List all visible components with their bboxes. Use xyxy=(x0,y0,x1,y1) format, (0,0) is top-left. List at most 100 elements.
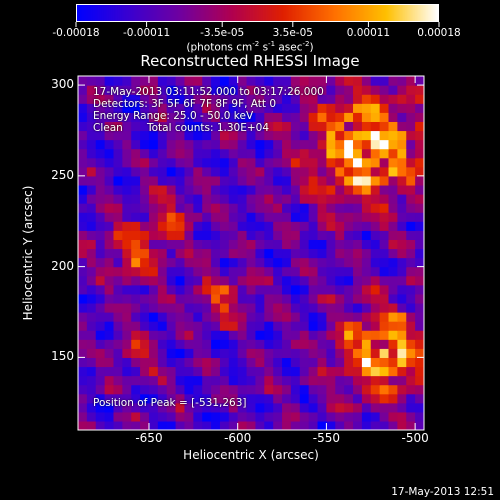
heatmap-cell xyxy=(228,175,239,186)
heatmap-cell xyxy=(113,94,123,104)
heatmap-cell xyxy=(406,112,416,122)
heatmap-cell xyxy=(255,239,265,250)
heatmap-cell xyxy=(237,194,248,204)
heatmap-cell xyxy=(353,312,363,322)
heatmap-cell xyxy=(317,221,328,231)
heatmap-cell xyxy=(397,148,407,159)
heatmap-cell xyxy=(211,375,221,386)
heatmap-cell xyxy=(273,194,283,204)
heatmap-cell xyxy=(237,275,248,286)
heatmap-cell xyxy=(379,357,390,368)
heatmap-cell xyxy=(202,302,212,313)
heatmap-cell xyxy=(290,312,301,322)
heatmap-cell xyxy=(397,375,407,386)
heatmap-cell xyxy=(104,284,115,295)
heatmap-cell xyxy=(166,357,177,368)
heatmap-cell xyxy=(379,393,390,404)
heatmap-cell xyxy=(388,194,398,204)
heatmap-cell xyxy=(335,239,345,250)
heatmap-cell xyxy=(193,166,203,177)
heatmap-cell xyxy=(157,257,168,268)
heatmap-cell xyxy=(264,175,274,186)
heatmap-cell xyxy=(219,348,230,358)
heatmap-cell xyxy=(122,230,132,240)
heatmap-cell xyxy=(317,112,328,122)
heatmap-cell xyxy=(264,366,274,377)
heatmap-cell xyxy=(397,293,407,304)
heatmap-cell xyxy=(219,221,230,231)
heatmap-cell xyxy=(406,139,416,150)
heatmap-cell xyxy=(237,203,248,213)
heatmap-cell xyxy=(131,321,141,331)
heatmap-cell xyxy=(299,366,310,377)
heatmap-cell xyxy=(299,94,310,104)
heatmap-cell xyxy=(86,166,97,177)
heatmap-cell xyxy=(415,312,424,322)
heatmap-cell xyxy=(308,103,319,113)
heatmap-cell xyxy=(148,194,159,204)
heatmap-cell xyxy=(388,257,398,268)
heatmap-cell xyxy=(361,411,372,422)
heatmap-cell xyxy=(175,94,186,104)
heatmap-cell xyxy=(397,312,407,322)
heatmap-cell xyxy=(317,184,328,195)
heatmap-cell xyxy=(228,393,239,404)
heatmap-cell xyxy=(388,76,398,86)
heatmap-cell xyxy=(237,139,248,150)
heatmap-cell xyxy=(148,85,159,95)
heatmap-cell xyxy=(299,157,310,168)
heatmap-cell xyxy=(361,230,372,240)
heatmap-cell xyxy=(264,76,274,86)
heatmap-cell xyxy=(148,239,159,250)
heatmap-cell xyxy=(122,203,132,213)
heatmap-cell xyxy=(326,239,336,250)
heatmap-cell xyxy=(406,321,416,331)
heatmap-cell xyxy=(86,112,97,122)
heatmap-cell xyxy=(211,411,221,422)
heatmap-cell xyxy=(255,357,265,368)
heatmap-cell xyxy=(131,420,141,430)
heatmap-cell xyxy=(406,339,416,349)
heatmap-cell xyxy=(175,112,186,122)
heatmap-cell xyxy=(255,221,265,231)
heatmap-cell xyxy=(299,76,310,86)
heatmap-cell xyxy=(388,402,398,413)
heatmap-cell xyxy=(255,203,265,213)
heatmap-cell xyxy=(255,366,265,377)
heatmap-cell xyxy=(122,420,132,430)
heatmap-cell xyxy=(184,312,194,322)
heatmap-cell xyxy=(264,266,274,277)
heatmap-cell xyxy=(122,312,132,322)
heatmap-cell xyxy=(308,293,319,304)
heatmap-cell xyxy=(282,148,292,159)
heatmap-cell xyxy=(95,348,106,358)
heatmap-cell xyxy=(86,366,97,377)
heatmap-cell xyxy=(228,330,239,340)
heatmap-cell xyxy=(148,275,159,286)
heatmap-cell xyxy=(415,184,424,195)
heatmap-cell xyxy=(264,330,274,340)
heatmap-cell xyxy=(211,130,221,141)
heatmap-cell xyxy=(406,293,416,304)
heatmap-cell xyxy=(140,402,150,413)
heatmap-cell xyxy=(122,248,132,259)
heatmap-cell xyxy=(264,248,274,259)
heatmap-cell xyxy=(299,148,310,159)
heatmap-cell xyxy=(370,76,381,86)
heatmap-cell xyxy=(361,393,372,404)
heatmap-cell xyxy=(370,239,381,250)
heatmap-cell xyxy=(308,257,319,268)
heatmap-cell xyxy=(140,166,150,177)
heatmap-cell xyxy=(326,148,336,159)
heatmap-cell xyxy=(219,275,230,286)
heatmap-cell xyxy=(86,212,97,222)
heatmap-cell xyxy=(184,85,194,95)
heatmap-cell xyxy=(379,266,390,277)
heatmap-cell xyxy=(388,175,398,186)
heatmap-cell xyxy=(273,239,283,250)
heatmap-cell xyxy=(335,321,345,331)
heatmap-cell xyxy=(370,157,381,168)
heatmap-cell xyxy=(131,184,141,195)
heatmap-cell xyxy=(353,194,363,204)
heatmap-cell xyxy=(122,339,132,349)
